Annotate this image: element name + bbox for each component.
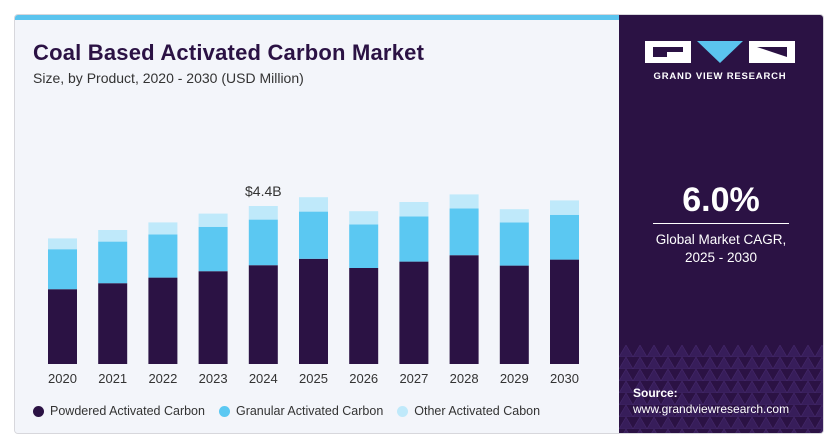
x-tick-label: 2024 (249, 371, 278, 386)
bar-2023-other-activated-cabon (198, 213, 228, 227)
bar-2022-other-activated-cabon (148, 222, 178, 235)
cagr-divider (653, 223, 789, 224)
cagr-label-line2: 2025 - 2030 (684, 250, 758, 265)
chart-title: Coal Based Activated Carbon Market (33, 40, 425, 65)
bar-2030-powdered-activated-carbon (550, 259, 579, 364)
x-tick-label: 2023 (199, 371, 228, 386)
source-label: Source: (633, 386, 678, 400)
cagr-value: 6.0% (682, 181, 760, 219)
bar-2028-granular-activated-carbon (449, 208, 479, 256)
chart-subtitle: Size, by Product, 2020 - 2030 (USD Milli… (33, 70, 304, 86)
legend-swatch (33, 405, 44, 417)
sidebar-panel: GRAND VIEW RESEARCH 6.0% Global Market C… (619, 15, 823, 433)
bar-2023-powdered-activated-carbon (198, 271, 228, 364)
bar-2024-granular-activated-carbon (248, 219, 278, 266)
x-tick-label: 2025 (299, 371, 328, 386)
bar-2028-other-activated-cabon (449, 194, 479, 209)
chart-card: Coal Based Activated Carbon Market Size,… (14, 14, 824, 434)
decorative-pattern (619, 345, 823, 433)
bar-2027-powdered-activated-carbon (399, 261, 429, 364)
x-tick-label: 2027 (399, 371, 428, 386)
bar-2021-other-activated-cabon (98, 230, 128, 242)
bar-2021-granular-activated-carbon (98, 241, 128, 284)
bar-2026-granular-activated-carbon (349, 224, 379, 268)
brand-name: GRAND VIEW RESEARCH (653, 71, 787, 82)
bar-2029-powdered-activated-carbon (499, 265, 529, 364)
bar-2030-other-activated-cabon (550, 200, 579, 215)
legend-item: Granular Activated Carbon (218, 404, 384, 418)
bar-2020-other-activated-cabon (48, 238, 77, 250)
legend-swatch (218, 405, 230, 417)
source-link[interactable]: www.grandviewresearch.com (633, 402, 790, 416)
x-tick-label: 2028 (450, 371, 479, 386)
x-tick-label: 2020 (48, 371, 77, 386)
bar-2026-powdered-activated-carbon (349, 268, 379, 364)
bar-2024-powdered-activated-carbon (248, 265, 278, 364)
bar-2022-granular-activated-carbon (148, 234, 178, 278)
legend-label: Other Activated Cabon (414, 404, 541, 418)
chart-legend: Powdered Activated Carbon Granular Activa… (33, 404, 540, 418)
legend-swatch (397, 405, 409, 417)
bar-2030-granular-activated-carbon (550, 214, 579, 260)
bar-2021-powdered-activated-carbon (98, 283, 128, 364)
legend-label: Granular Activated Carbon (235, 404, 384, 418)
x-tick-label: 2029 (500, 371, 529, 386)
x-tick-label: 2030 (550, 371, 579, 386)
source-block: Source: www.grandviewresearch.com (633, 385, 789, 417)
cagr-label-line1: Global Market CAGR, (655, 232, 787, 247)
bar-annotation: $4.4B (245, 183, 282, 199)
bar-2029-other-activated-cabon (499, 209, 529, 223)
bar-2026-other-activated-cabon (349, 211, 379, 225)
x-tick-label: 2026 (349, 371, 378, 386)
bar-2020-granular-activated-carbon (48, 249, 77, 290)
accent-bar (15, 15, 619, 20)
bar-2025-other-activated-cabon (299, 197, 328, 212)
bar-2020-powdered-activated-carbon (48, 289, 77, 364)
bar-2027-other-activated-cabon (399, 202, 429, 217)
stacked-bar-chart: 2020 2021 2022 2023 $4.4B 2024 2025 2026 2027 202… (48, 183, 579, 386)
grand-view-research-logo (645, 41, 795, 63)
x-tick-label: 2022 (148, 371, 177, 386)
bar-2024-other-activated-cabon (248, 206, 278, 220)
bar-2028-powdered-activated-carbon (449, 255, 479, 364)
bar-2025-granular-activated-carbon (299, 211, 328, 259)
legend-item: Powdered Activated Carbon (33, 404, 205, 418)
bar-2022-powdered-activated-carbon (148, 277, 178, 364)
bar-2029-granular-activated-carbon (499, 222, 529, 266)
bar-2023-granular-activated-carbon (198, 226, 228, 272)
x-tick-label: 2021 (98, 371, 127, 386)
bar-2027-granular-activated-carbon (399, 216, 429, 262)
bar-2025-powdered-activated-carbon (299, 258, 328, 364)
legend-label: Powdered Activated Carbon (50, 404, 205, 418)
legend-item: Other Activated Cabon (397, 404, 540, 418)
cagr-label: Global Market CAGR, 2025 - 2030 (619, 231, 823, 267)
chart-panel: Coal Based Activated Carbon Market Size,… (15, 20, 619, 433)
